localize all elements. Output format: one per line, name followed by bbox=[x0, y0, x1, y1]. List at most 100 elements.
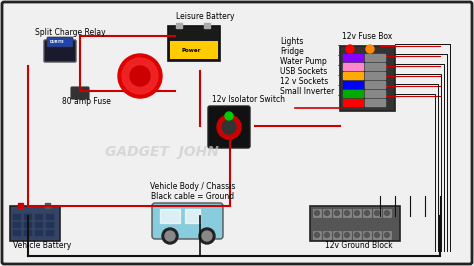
Bar bbox=[365, 63, 385, 70]
FancyBboxPatch shape bbox=[10, 206, 60, 241]
Circle shape bbox=[346, 45, 354, 53]
Bar bbox=[35, 230, 43, 236]
Circle shape bbox=[335, 232, 339, 238]
Bar bbox=[160, 209, 180, 223]
Circle shape bbox=[217, 115, 241, 139]
Text: Fridge: Fridge bbox=[280, 47, 304, 56]
Text: Power: Power bbox=[182, 48, 201, 53]
Bar bbox=[333, 231, 341, 239]
Bar bbox=[343, 54, 363, 61]
Circle shape bbox=[374, 232, 380, 238]
Circle shape bbox=[366, 45, 374, 53]
Circle shape bbox=[130, 66, 150, 86]
Circle shape bbox=[355, 210, 359, 215]
FancyBboxPatch shape bbox=[168, 26, 220, 61]
Bar bbox=[24, 230, 32, 236]
Text: Small Inverter: Small Inverter bbox=[280, 87, 334, 96]
Bar bbox=[383, 209, 391, 217]
Bar bbox=[323, 231, 331, 239]
Circle shape bbox=[122, 58, 158, 94]
FancyBboxPatch shape bbox=[310, 206, 400, 241]
Bar bbox=[13, 222, 21, 228]
Bar bbox=[365, 99, 385, 106]
Bar bbox=[35, 222, 43, 228]
Circle shape bbox=[384, 232, 390, 238]
Bar bbox=[383, 231, 391, 239]
Bar bbox=[363, 209, 371, 217]
Bar bbox=[13, 230, 21, 236]
Circle shape bbox=[315, 232, 319, 238]
Bar bbox=[18, 203, 23, 208]
Bar bbox=[343, 231, 351, 239]
Circle shape bbox=[325, 232, 329, 238]
Bar bbox=[363, 231, 371, 239]
Circle shape bbox=[345, 232, 349, 238]
Bar bbox=[204, 23, 210, 28]
Text: 80 amp Fuse: 80 amp Fuse bbox=[62, 97, 111, 106]
Text: GADGET  JOHN: GADGET JOHN bbox=[105, 145, 219, 159]
Bar bbox=[343, 81, 363, 88]
Bar bbox=[343, 63, 363, 70]
Bar bbox=[46, 222, 54, 228]
Bar bbox=[373, 231, 381, 239]
Circle shape bbox=[222, 120, 236, 134]
Text: Split Charge Relay: Split Charge Relay bbox=[35, 28, 106, 37]
Bar bbox=[365, 72, 385, 79]
Bar bbox=[185, 209, 200, 223]
Bar bbox=[373, 209, 381, 217]
Circle shape bbox=[225, 112, 233, 120]
Bar bbox=[176, 23, 182, 28]
Text: Vehicle Body / Chassis
Black cable = Ground: Vehicle Body / Chassis Black cable = Gro… bbox=[150, 182, 236, 201]
Bar bbox=[35, 214, 43, 220]
Bar bbox=[343, 209, 351, 217]
Circle shape bbox=[165, 231, 175, 241]
Circle shape bbox=[384, 210, 390, 215]
Circle shape bbox=[202, 231, 212, 241]
FancyBboxPatch shape bbox=[44, 40, 76, 62]
Bar bbox=[333, 209, 341, 217]
Text: Lights: Lights bbox=[280, 37, 303, 46]
Bar bbox=[46, 230, 54, 236]
Bar bbox=[365, 81, 385, 88]
FancyBboxPatch shape bbox=[71, 87, 89, 99]
Circle shape bbox=[315, 210, 319, 215]
Text: 12v Isolator Switch: 12v Isolator Switch bbox=[212, 95, 285, 104]
Circle shape bbox=[355, 232, 359, 238]
Text: 12 v Sockets: 12 v Sockets bbox=[280, 77, 328, 86]
Bar bbox=[323, 209, 331, 217]
Circle shape bbox=[335, 210, 339, 215]
Circle shape bbox=[325, 210, 329, 215]
Text: Vehicle Battery: Vehicle Battery bbox=[13, 241, 71, 250]
Bar bbox=[13, 214, 21, 220]
Text: Leisure Battery: Leisure Battery bbox=[176, 12, 235, 21]
Circle shape bbox=[118, 54, 162, 98]
Circle shape bbox=[374, 210, 380, 215]
Text: DURITE: DURITE bbox=[50, 40, 64, 44]
Circle shape bbox=[162, 228, 178, 244]
Circle shape bbox=[345, 210, 349, 215]
Bar bbox=[24, 222, 32, 228]
FancyBboxPatch shape bbox=[208, 106, 250, 148]
Bar bbox=[365, 54, 385, 61]
Bar bbox=[365, 90, 385, 97]
Text: 12v Ground Block: 12v Ground Block bbox=[325, 241, 392, 250]
Bar bbox=[343, 90, 363, 97]
Bar bbox=[343, 99, 363, 106]
Bar bbox=[343, 72, 363, 79]
Circle shape bbox=[365, 210, 370, 215]
Bar bbox=[45, 203, 50, 208]
Circle shape bbox=[365, 232, 370, 238]
Text: 12v Fuse Box: 12v Fuse Box bbox=[342, 32, 392, 41]
FancyBboxPatch shape bbox=[340, 46, 395, 111]
Bar bbox=[46, 214, 54, 220]
FancyBboxPatch shape bbox=[170, 41, 218, 59]
Text: USB Sockets: USB Sockets bbox=[280, 67, 327, 76]
Bar bbox=[313, 209, 321, 217]
FancyBboxPatch shape bbox=[2, 2, 472, 264]
Bar bbox=[24, 214, 32, 220]
FancyBboxPatch shape bbox=[152, 203, 223, 239]
Bar bbox=[313, 231, 321, 239]
Bar bbox=[353, 209, 361, 217]
Text: Water Pump: Water Pump bbox=[280, 57, 327, 66]
Circle shape bbox=[199, 228, 215, 244]
